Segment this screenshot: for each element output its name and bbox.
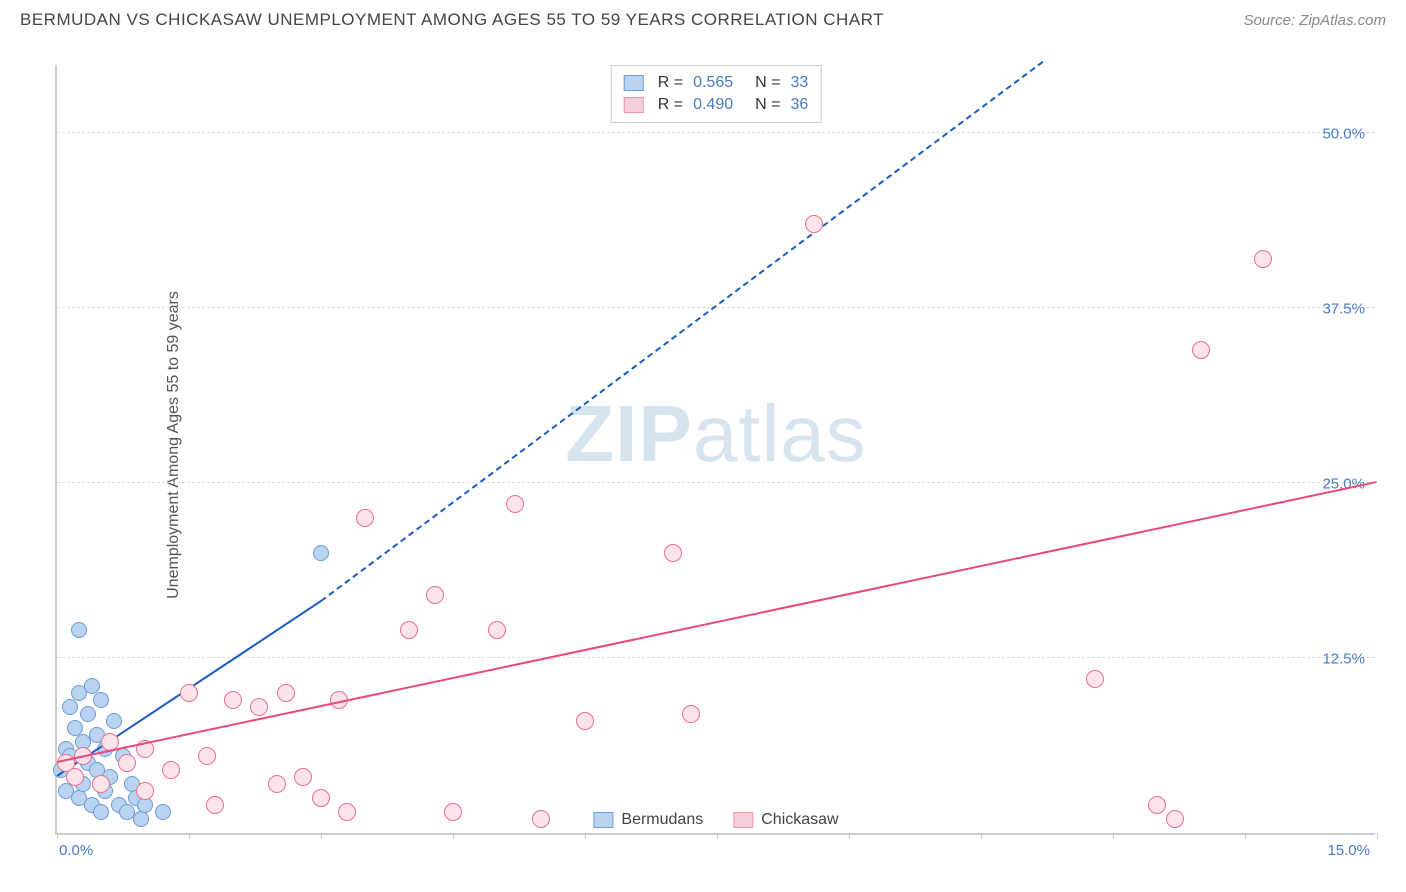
x-tick xyxy=(585,833,586,839)
data-point xyxy=(80,706,96,722)
data-point xyxy=(506,495,524,513)
x-tick xyxy=(321,833,322,839)
data-point xyxy=(294,768,312,786)
y-tick-label: 12.5% xyxy=(1322,651,1365,668)
gridline xyxy=(57,132,1375,133)
legend-swatch xyxy=(733,812,753,828)
data-point xyxy=(444,803,462,821)
series-legend: Bermudans Chickasaw xyxy=(583,807,848,833)
data-point xyxy=(682,705,700,723)
data-point xyxy=(118,754,136,772)
gridline xyxy=(57,657,1375,658)
data-point xyxy=(1086,670,1104,688)
data-point xyxy=(250,698,268,716)
data-point xyxy=(488,621,506,639)
chart-title: BERMUDAN VS CHICKASAW UNEMPLOYMENT AMONG… xyxy=(20,10,884,30)
data-point xyxy=(400,621,418,639)
data-point xyxy=(180,684,198,702)
data-point xyxy=(106,713,122,729)
r-label: R = xyxy=(658,96,683,114)
data-point xyxy=(426,586,444,604)
y-tick-label: 50.0% xyxy=(1322,126,1365,143)
data-point xyxy=(312,789,330,807)
data-point xyxy=(338,803,356,821)
trend-line xyxy=(57,481,1377,763)
data-point xyxy=(162,761,180,779)
x-tick xyxy=(189,833,190,839)
n-label: N = xyxy=(755,96,780,114)
x-tick xyxy=(453,833,454,839)
data-point xyxy=(268,775,286,793)
data-point xyxy=(133,811,149,827)
n-value: 36 xyxy=(790,96,808,114)
data-point xyxy=(277,684,295,702)
data-point xyxy=(155,804,171,820)
legend-label: Chickasaw xyxy=(761,811,838,829)
data-point xyxy=(198,747,216,765)
data-point xyxy=(71,622,87,638)
x-tick-label: 0.0% xyxy=(59,842,93,859)
watermark-light: atlas xyxy=(693,389,867,478)
legend-row: R = 0.490 N = 36 xyxy=(624,94,809,116)
data-point xyxy=(532,810,550,828)
data-point xyxy=(1192,341,1210,359)
legend-swatch xyxy=(624,75,644,91)
r-value: 0.565 xyxy=(693,74,733,92)
data-point xyxy=(1148,796,1166,814)
watermark: ZIPatlas xyxy=(565,388,866,480)
data-point xyxy=(356,509,374,527)
x-tick xyxy=(57,833,58,839)
n-value: 33 xyxy=(790,74,808,92)
data-point xyxy=(576,712,594,730)
data-point xyxy=(93,804,109,820)
data-point xyxy=(224,691,242,709)
n-label: N = xyxy=(755,74,780,92)
data-point xyxy=(206,796,224,814)
data-point xyxy=(93,692,109,708)
trend-line-dashed xyxy=(320,61,1043,602)
data-point xyxy=(1166,810,1184,828)
data-point xyxy=(66,768,84,786)
x-tick xyxy=(1113,833,1114,839)
legend-item: Bermudans xyxy=(593,811,703,829)
legend-swatch xyxy=(593,812,613,828)
source-attribution: Source: ZipAtlas.com xyxy=(1243,12,1386,29)
data-point xyxy=(136,782,154,800)
x-tick xyxy=(717,833,718,839)
correlation-legend: R = 0.565 N = 33 R = 0.490 N = 36 xyxy=(611,65,822,123)
data-point xyxy=(62,699,78,715)
gridline xyxy=(57,482,1375,483)
x-tick xyxy=(1377,833,1378,839)
r-value: 0.490 xyxy=(693,96,733,114)
scatter-plot: ZIPatlas R = 0.565 N = 33 R = 0.490 N = 36 Berm… xyxy=(55,65,1375,835)
x-tick xyxy=(1245,833,1246,839)
data-point xyxy=(313,545,329,561)
legend-label: Bermudans xyxy=(621,811,703,829)
data-point xyxy=(805,215,823,233)
chart-container: Unemployment Among Ages 55 to 59 years Z… xyxy=(50,45,1390,845)
legend-row: R = 0.565 N = 33 xyxy=(624,72,809,94)
x-tick xyxy=(981,833,982,839)
data-point xyxy=(92,775,110,793)
x-tick-label: 15.0% xyxy=(1327,842,1370,859)
x-tick xyxy=(849,833,850,839)
y-tick-label: 37.5% xyxy=(1322,301,1365,318)
data-point xyxy=(1254,250,1272,268)
legend-item: Chickasaw xyxy=(733,811,838,829)
r-label: R = xyxy=(658,74,683,92)
data-point xyxy=(664,544,682,562)
legend-swatch xyxy=(624,97,644,113)
